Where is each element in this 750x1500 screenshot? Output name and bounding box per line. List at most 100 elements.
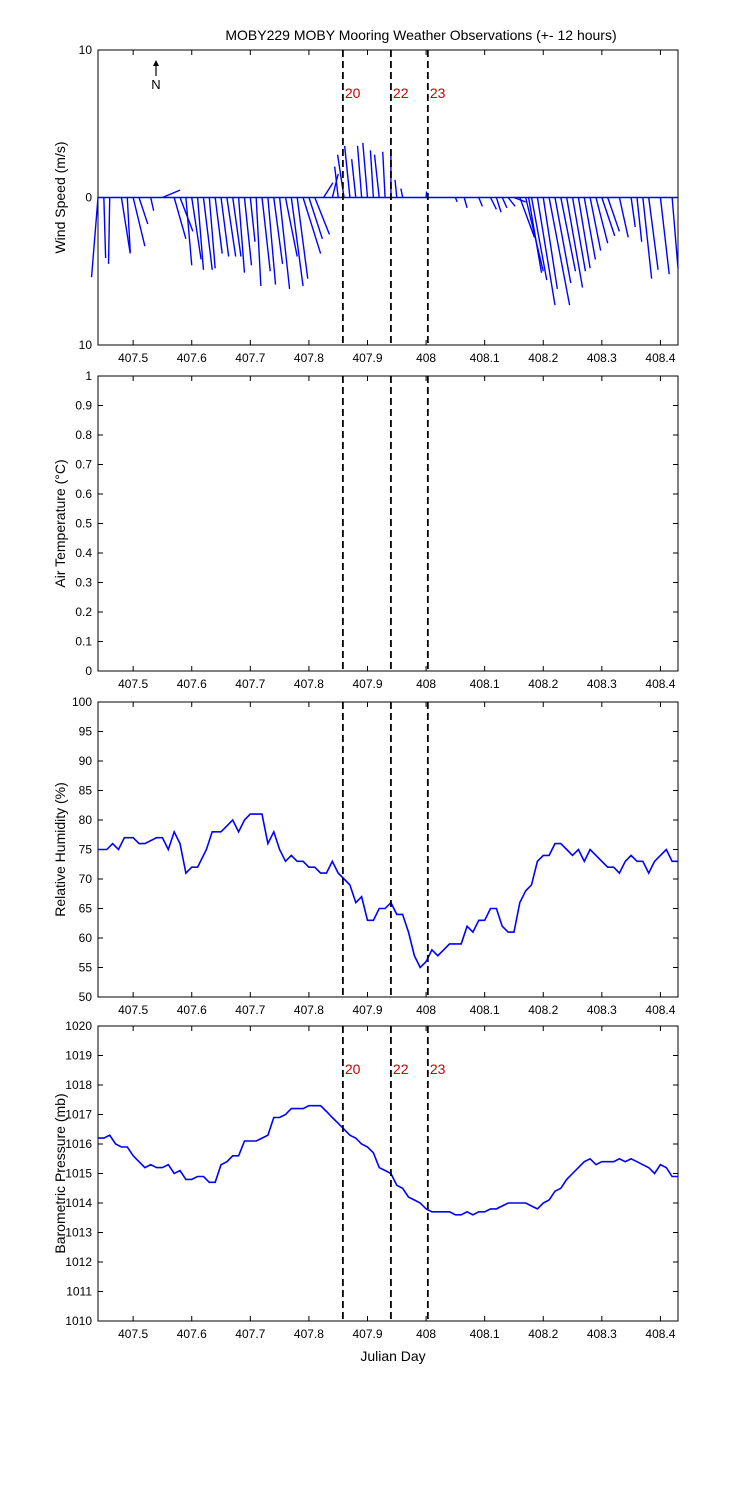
- x-tick-label: 408.1: [470, 677, 500, 691]
- wind-stick: [671, 197, 679, 269]
- wind-stick: [90, 197, 99, 278]
- wind-stick: [232, 197, 242, 257]
- x-tick-label: 407.9: [352, 1327, 382, 1341]
- x-tick-label: 407.8: [294, 1003, 324, 1017]
- wind-stick: [356, 145, 363, 198]
- y-tick-label: 1019: [65, 1049, 92, 1063]
- wind-stick: [577, 197, 591, 269]
- wind-stick: [382, 151, 386, 198]
- wind-stick: [394, 179, 398, 198]
- x-tick-label: 407.8: [294, 351, 324, 365]
- y-tick-label: 0: [85, 191, 92, 205]
- series-line: [98, 1104, 678, 1216]
- y-tick-label: 85: [79, 784, 93, 798]
- x-tick-label: 407.6: [177, 677, 207, 691]
- x-tick-label: 407.5: [118, 1327, 148, 1341]
- x-tick-label: 408.3: [587, 1327, 617, 1341]
- wind-stick: [636, 197, 643, 242]
- y-tick-label: 0.8: [75, 428, 92, 442]
- x-tick-label: 408: [416, 1003, 436, 1017]
- wind-stick: [278, 197, 291, 290]
- wind-stick: [290, 197, 304, 287]
- x-tick-label: 407.8: [294, 677, 324, 691]
- wind-stick: [249, 197, 256, 242]
- wind-stick: [185, 197, 193, 266]
- wind-stick: [173, 197, 187, 239]
- wind-stick: [362, 142, 369, 198]
- y-tick-label: 1012: [65, 1255, 92, 1269]
- wind-stick: [138, 197, 149, 225]
- wind-stick: [226, 197, 237, 257]
- y-tick-label: 1020: [65, 1019, 92, 1033]
- y-tick-label: 50: [79, 990, 93, 1004]
- y-tick-label: 90: [79, 754, 93, 768]
- y-axis-label: Wind Speed (m/s): [52, 141, 68, 253]
- y-tick-label: 1010: [65, 1314, 92, 1328]
- event-label: 23: [430, 85, 446, 101]
- x-tick-label: 407.9: [352, 351, 382, 365]
- event-label: 20: [345, 85, 361, 101]
- x-tick-label: 408.3: [587, 351, 617, 365]
- wind-stick: [350, 159, 357, 198]
- north-label: N: [151, 77, 160, 92]
- x-tick-label: 408.2: [528, 351, 558, 365]
- wind-stick: [191, 197, 202, 260]
- x-tick-label: 408.4: [645, 1003, 675, 1017]
- event-label: 22: [393, 1061, 409, 1077]
- y-tick-label: 55: [79, 961, 93, 975]
- x-tick-label: 408: [416, 351, 436, 365]
- wind-stick: [273, 197, 284, 264]
- y-tick-label: 75: [79, 843, 93, 857]
- wind-stick: [208, 197, 216, 269]
- wind-stick: [642, 197, 653, 279]
- wind-stick: [495, 197, 502, 213]
- x-tick-label: 407.6: [177, 1327, 207, 1341]
- y-tick-label: 1017: [65, 1108, 92, 1122]
- y-tick-label: 1: [85, 369, 92, 383]
- x-tick-label: 408.2: [528, 677, 558, 691]
- wind-stick: [237, 197, 246, 273]
- x-tick-label: 408.2: [528, 1003, 558, 1017]
- wind-stick: [601, 197, 616, 237]
- wind-stick: [336, 154, 345, 198]
- y-tick-label: 0.7: [75, 458, 92, 472]
- wind-stick: [196, 197, 205, 270]
- wind-stick: [542, 197, 559, 290]
- wind-stick: [618, 197, 629, 238]
- y-tick-label: 100: [72, 695, 92, 709]
- wind-stick: [322, 182, 334, 198]
- wind-stick: [179, 197, 194, 232]
- relative-humidity-panel: 50 55 60 65 70 75 80 85 90 95 100 407.5 407.6 407.7 40…: [52, 695, 679, 1017]
- y-axis-label: Air Temperature (°C): [52, 459, 68, 587]
- x-tick-label: 407.5: [118, 677, 148, 691]
- wind-stick: [595, 197, 609, 244]
- wind-stick: [648, 197, 659, 270]
- y-tick-label: 1014: [65, 1196, 92, 1210]
- barometric-pressure-panel: 1010 1011 1012 1013 1014 1015 1016 1017 1018 1019…: [52, 1019, 679, 1341]
- y-tick-label: 0.5: [75, 517, 92, 531]
- wind-stick: [314, 197, 331, 235]
- y-tick-label: 10: [79, 338, 93, 352]
- x-tick-label: 407.5: [118, 351, 148, 365]
- y-tick-label: 95: [79, 725, 93, 739]
- y-axis-label: Barometric Pressure (mb): [52, 1093, 68, 1253]
- x-tick-label: 407.7: [235, 351, 265, 365]
- x-tick-label: 408.4: [645, 351, 675, 365]
- wind-stick: [132, 197, 146, 247]
- x-tick-label: 408.3: [587, 677, 617, 691]
- wind-stick: [261, 197, 271, 272]
- wind-stick: [243, 197, 253, 266]
- wind-stick: [220, 197, 230, 257]
- y-tick-label: 65: [79, 902, 93, 916]
- x-tick-label: 407.8: [294, 1327, 324, 1341]
- wind-stick: [630, 197, 636, 228]
- wind-stick: [302, 197, 322, 254]
- wind-stick: [333, 166, 339, 198]
- wind-stick: [560, 197, 577, 272]
- y-tick-label: 1013: [65, 1226, 92, 1240]
- wind-stick: [659, 197, 670, 275]
- x-tick-label: 408.3: [587, 1003, 617, 1017]
- x-tick-label: 407.9: [352, 1003, 382, 1017]
